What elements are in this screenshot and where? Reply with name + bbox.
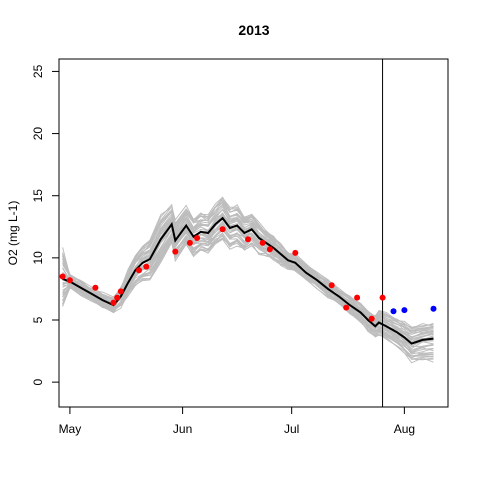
validation-observation-point — [401, 307, 408, 314]
y-tick-label: 10 — [31, 251, 45, 265]
calibration-observation-point — [259, 239, 266, 246]
calibration-observation-point — [292, 249, 299, 256]
calibration-observation-point — [219, 226, 226, 233]
calibration-observation-point — [114, 294, 121, 301]
validation-observation-point — [390, 308, 397, 315]
calibration-observation-point — [66, 277, 73, 284]
calibration-observation-point — [59, 273, 66, 280]
calibration-observation-point — [245, 236, 251, 243]
y-tick-label: 20 — [31, 127, 45, 141]
calibration-observation-point — [110, 299, 117, 306]
x-tick-label: Jun — [173, 422, 192, 436]
y-tick-label: 25 — [31, 64, 45, 78]
calibration-observation-point — [354, 294, 361, 301]
calibration-observation-point — [266, 246, 273, 253]
x-tick-label: Jul — [284, 422, 299, 436]
observations-layer — [59, 226, 437, 322]
median-series-line — [62, 216, 434, 345]
calibration-observation-point — [194, 235, 201, 241]
calibration-observation-point — [143, 263, 150, 270]
calibration-observation-point — [172, 248, 179, 255]
ensemble-layer — [62, 196, 434, 364]
calibration-observation-point — [136, 267, 142, 274]
median-layer — [62, 216, 434, 345]
x-tick-label: Aug — [394, 422, 415, 436]
y-axis-label: O2 (mg L-1) — [6, 201, 20, 266]
x-tick-label: May — [59, 422, 82, 436]
y-tick-label: 0 — [31, 378, 45, 385]
ensemble-member-line — [62, 197, 434, 330]
chart-title: 2013 — [238, 22, 269, 38]
calibration-observation-point — [328, 282, 335, 289]
y-tick-label: 15 — [31, 189, 45, 203]
calibration-observation-point — [92, 284, 99, 291]
calibration-observation-point — [343, 304, 350, 311]
calibration-observation-point — [186, 239, 193, 246]
y-tick-label: 5 — [31, 316, 45, 323]
calibration-observation-point — [379, 294, 386, 301]
y-axis: 0 5 10 15 20 25 — [31, 64, 60, 385]
calibration-observation-point — [117, 288, 124, 295]
validation-observation-point — [430, 305, 437, 312]
ensemble-member-line — [62, 196, 434, 328]
x-axis: May Jun Jul Aug — [59, 406, 415, 436]
calibration-observation-point — [368, 315, 375, 322]
